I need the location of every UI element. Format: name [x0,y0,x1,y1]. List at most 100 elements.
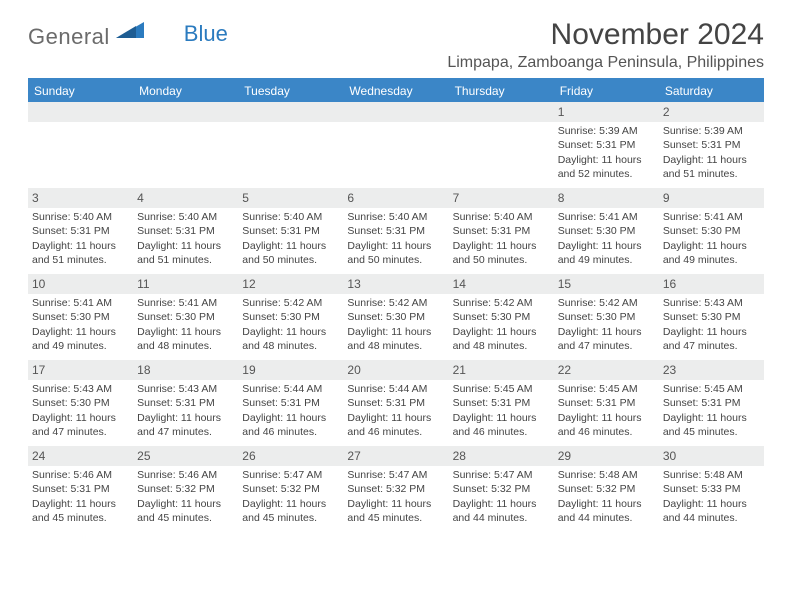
daylight-line: Daylight: 11 hours and 51 minutes. [137,239,234,267]
daylight-line: Daylight: 11 hours and 46 minutes. [558,411,655,439]
logo-text-blue: Blue [184,21,228,47]
daylight-line: Daylight: 11 hours and 48 minutes. [242,325,339,353]
sunset-line: Sunset: 5:31 PM [453,224,550,238]
day-cell: 30Sunrise: 5:48 AMSunset: 5:33 PMDayligh… [659,446,764,532]
day-number: 12 [238,274,343,294]
sunset-line: Sunset: 5:31 PM [242,396,339,410]
day-cell: 20Sunrise: 5:44 AMSunset: 5:31 PMDayligh… [343,360,448,446]
day-number: 18 [133,360,238,380]
weekday-header: Wednesday [343,80,448,102]
sunset-line: Sunset: 5:30 PM [663,224,760,238]
daylight-line: Daylight: 11 hours and 45 minutes. [32,497,129,525]
empty-cell [449,102,554,188]
sunset-line: Sunset: 5:31 PM [663,138,760,152]
day-cell: 26Sunrise: 5:47 AMSunset: 5:32 PMDayligh… [238,446,343,532]
sunset-line: Sunset: 5:31 PM [347,224,444,238]
daylight-line: Daylight: 11 hours and 49 minutes. [32,325,129,353]
day-cell: 4Sunrise: 5:40 AMSunset: 5:31 PMDaylight… [133,188,238,274]
day-number: 10 [28,274,133,294]
empty-cell [343,102,448,188]
daylight-line: Daylight: 11 hours and 49 minutes. [663,239,760,267]
day-number: 16 [659,274,764,294]
logo-triangle-icon [116,20,144,43]
day-number: 9 [659,188,764,208]
empty-cell [28,102,133,188]
sunset-line: Sunset: 5:32 PM [242,482,339,496]
sunset-line: Sunset: 5:31 PM [137,224,234,238]
sunrise-line: Sunrise: 5:43 AM [663,296,760,310]
weekday-header: Monday [133,80,238,102]
sunrise-line: Sunrise: 5:41 AM [663,210,760,224]
day-cell: 9 Sunrise: 5:41 AMSunset: 5:30 PMDaylight… [659,188,764,274]
daylight-line: Daylight: 11 hours and 47 minutes. [137,411,234,439]
daylight-line: Daylight: 11 hours and 51 minutes. [32,239,129,267]
day-cell: 1Sunrise: 5:39 AMSunset: 5:31 PMDaylight… [554,102,659,188]
sunset-line: Sunset: 5:30 PM [137,310,234,324]
day-cell: 3Sunrise: 5:40 AMSunset: 5:31 PMDaylight… [28,188,133,274]
day-cell: 19Sunrise: 5:44 AMSunset: 5:31 PMDayligh… [238,360,343,446]
daylight-line: Daylight: 11 hours and 45 minutes. [242,497,339,525]
day-number: 1 [554,102,659,122]
daylight-line: Daylight: 11 hours and 52 minutes. [558,153,655,181]
sunrise-line: Sunrise: 5:40 AM [242,210,339,224]
sunset-line: Sunset: 5:33 PM [663,482,760,496]
sunset-line: Sunset: 5:31 PM [137,396,234,410]
daylight-line: Daylight: 11 hours and 48 minutes. [453,325,550,353]
day-cell: 8Sunrise: 5:41 AMSunset: 5:30 PMDaylight… [554,188,659,274]
sunrise-line: Sunrise: 5:43 AM [137,382,234,396]
location-text: Limpapa, Zamboanga Peninsula, Philippine… [447,54,764,72]
daylight-line: Daylight: 11 hours and 47 minutes. [32,411,129,439]
sunrise-line: Sunrise: 5:41 AM [137,296,234,310]
sunrise-line: Sunrise: 5:43 AM [32,382,129,396]
day-cell: 23Sunrise: 5:45 AMSunset: 5:31 PMDayligh… [659,360,764,446]
day-number: 6 [343,188,448,208]
day-number: 19 [238,360,343,380]
day-cell: 15Sunrise: 5:42 AMSunset: 5:30 PMDayligh… [554,274,659,360]
sunset-line: Sunset: 5:30 PM [558,310,655,324]
sunset-line: Sunset: 5:30 PM [347,310,444,324]
day-cell: 18 Sunrise: 5:43 AMSunset: 5:31 PMDayligh… [133,360,238,446]
day-cell: 28Sunrise: 5:47 AMSunset: 5:32 PMDayligh… [449,446,554,532]
day-number: 5 [238,188,343,208]
sunset-line: Sunset: 5:31 PM [558,138,655,152]
day-cell: 6 Sunrise: 5:40 AMSunset: 5:31 PMDaylight… [343,188,448,274]
day-cell: 13Sunrise: 5:42 AMSunset: 5:30 PMDayligh… [343,274,448,360]
sunrise-line: Sunrise: 5:40 AM [347,210,444,224]
day-cell: 10Sunrise: 5:41 AMSunset: 5:30 PMDayligh… [28,274,133,360]
sunset-line: Sunset: 5:30 PM [453,310,550,324]
calendar-grid: 1Sunrise: 5:39 AMSunset: 5:31 PMDaylight… [28,102,764,532]
sunset-line: Sunset: 5:31 PM [558,396,655,410]
daylight-line: Daylight: 11 hours and 50 minutes. [453,239,550,267]
sunset-line: Sunset: 5:32 PM [558,482,655,496]
weekday-header: Friday [554,80,659,102]
day-number: 30 [659,446,764,466]
day-number: 26 [238,446,343,466]
sunrise-line: Sunrise: 5:41 AM [32,296,129,310]
day-number: 8 [554,188,659,208]
day-number: 11 [133,274,238,294]
sunset-line: Sunset: 5:30 PM [32,396,129,410]
sunrise-line: Sunrise: 5:48 AM [558,468,655,482]
logo-text-general: General [28,24,110,50]
day-number: 17 [28,360,133,380]
sunrise-line: Sunrise: 5:42 AM [242,296,339,310]
daylight-line: Daylight: 11 hours and 48 minutes. [137,325,234,353]
daylight-line: Daylight: 11 hours and 50 minutes. [347,239,444,267]
sunrise-line: Sunrise: 5:42 AM [347,296,444,310]
sunrise-line: Sunrise: 5:45 AM [558,382,655,396]
sunrise-line: Sunrise: 5:42 AM [558,296,655,310]
sunrise-line: Sunrise: 5:46 AM [32,468,129,482]
sunrise-line: Sunrise: 5:40 AM [137,210,234,224]
day-cell: 12 Sunrise: 5:42 AMSunset: 5:30 PMDayligh… [238,274,343,360]
sunrise-line: Sunrise: 5:45 AM [453,382,550,396]
sunset-line: Sunset: 5:31 PM [242,224,339,238]
sunset-line: Sunset: 5:30 PM [242,310,339,324]
sunrise-line: Sunrise: 5:48 AM [663,468,760,482]
day-number: 27 [343,446,448,466]
weekday-header: Saturday [659,80,764,102]
sunset-line: Sunset: 5:30 PM [558,224,655,238]
sunrise-line: Sunrise: 5:40 AM [32,210,129,224]
day-cell: 11 Sunrise: 5:41 AMSunset: 5:30 PMDayligh… [133,274,238,360]
day-cell: 21Sunrise: 5:45 AMSunset: 5:31 PMDayligh… [449,360,554,446]
sunrise-line: Sunrise: 5:39 AM [663,124,760,138]
